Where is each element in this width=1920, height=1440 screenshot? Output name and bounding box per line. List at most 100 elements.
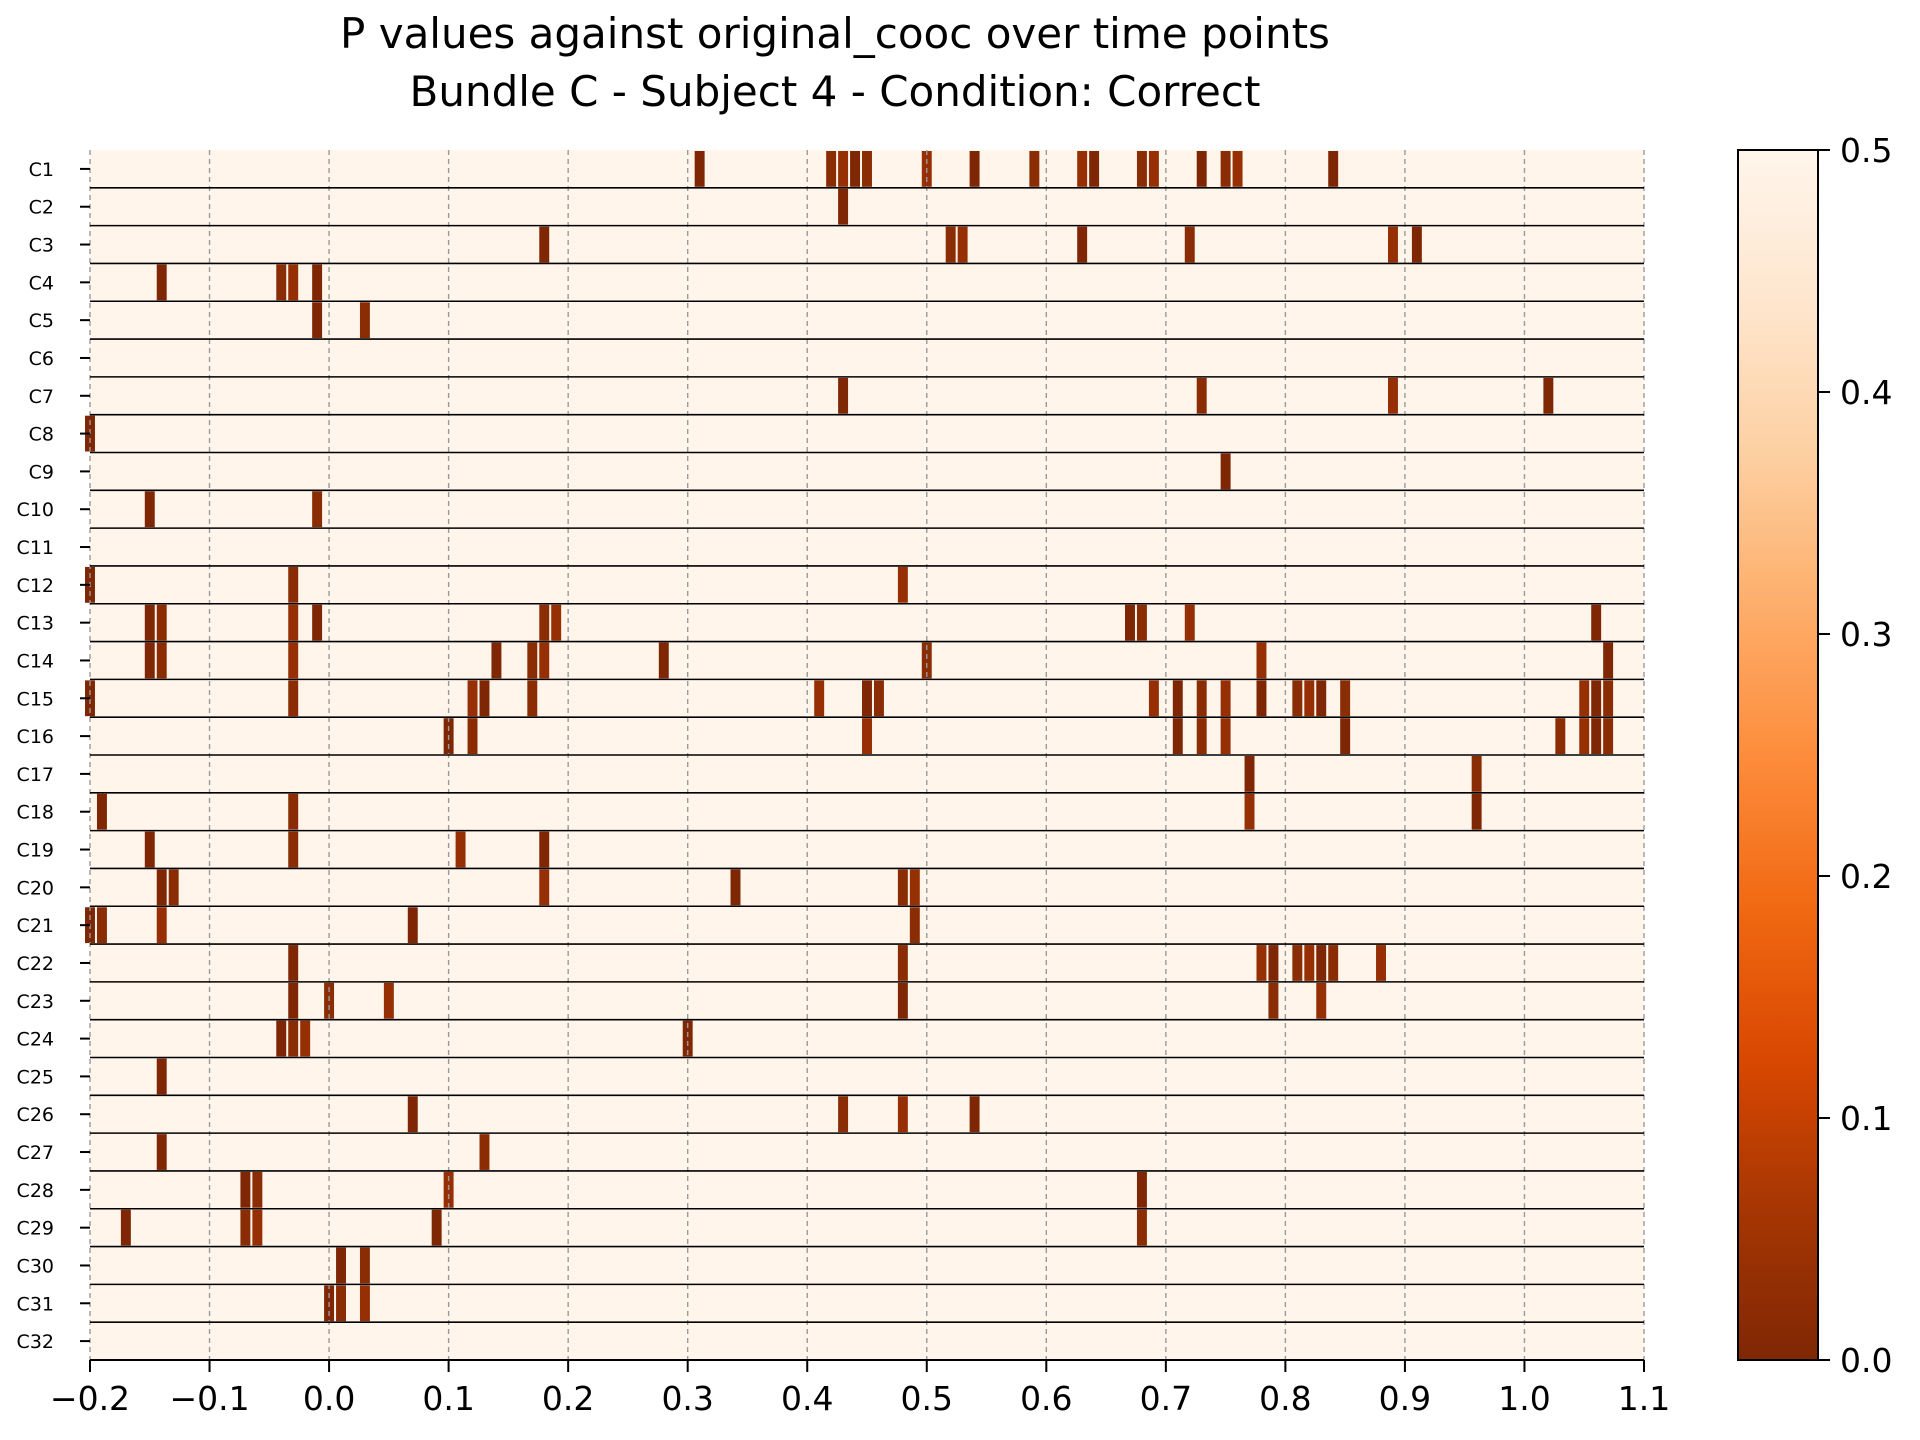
heatmap-cell-c3: [539, 226, 550, 263]
x-axis: −0.2 −0.1 0.0 0.1 0.2 0.3 0.4 0.5 0.6 0.7 0.8 0.9 1.…: [50, 1359, 1670, 1418]
heatmap-cell-c10: [144, 491, 155, 528]
y-axis: C1 C2 C3 C4 C5 C6 C7 C8 C9 C10 C11 C12 C13 C14 C15 C16 C…: [17, 159, 90, 1353]
heatmap-cell-c14: [1256, 642, 1267, 679]
y-tick-label: C27: [17, 1142, 54, 1164]
heatmap-cell-c16: [862, 718, 872, 754]
heatmap-cell-c3: [1411, 226, 1422, 263]
heatmap-cell-c15: [1292, 680, 1303, 717]
heatmap-cell-c4: [312, 264, 323, 301]
heatmap-cell-c18: [96, 793, 107, 830]
heatmap-cell-c27: [156, 1134, 167, 1170]
heatmap-cell-c18: [1244, 793, 1255, 830]
x-tick-label: −0.2: [50, 1379, 130, 1418]
heatmap-cell-c3: [1184, 226, 1195, 263]
y-tick-label: C3: [29, 235, 54, 257]
heatmap-cell-c15: [467, 680, 478, 717]
heatmap-cell-c17: [1244, 756, 1255, 792]
heatmap-cell-c1: [850, 151, 861, 187]
heatmap-cell-c12: [288, 566, 299, 603]
heatmap-cell-c16: [467, 718, 478, 754]
y-tick-label: C31: [17, 1293, 54, 1315]
heatmap-cell-c19: [455, 831, 466, 868]
heatmap-cell-c22: [288, 945, 299, 981]
heatmap-cell-c21: [909, 907, 920, 944]
heatmap-cell-c19: [144, 831, 155, 868]
heatmap-cell-c29: [1136, 1209, 1147, 1246]
heatmap-cell-c14: [156, 642, 167, 679]
y-tick-label: C10: [17, 499, 54, 521]
heatmap-cell-c7: [1387, 377, 1398, 414]
heatmap-cell-c15: [288, 680, 299, 717]
heatmap-cell-c3: [1387, 226, 1398, 263]
y-tick-label: C15: [17, 688, 54, 710]
heatmap-cell-c22: [1376, 945, 1386, 981]
heatmap-cell-c13: [156, 604, 167, 641]
colorbar-gradient: [1737, 149, 1819, 1361]
heatmap-cell-c21: [96, 907, 107, 944]
y-tick-label: C20: [17, 877, 54, 899]
heatmap-cell-c26: [838, 1096, 849, 1133]
y-tick-label: C29: [17, 1218, 54, 1240]
heatmap-cell-c1: [826, 151, 837, 187]
heatmap-cell-c7: [838, 377, 849, 414]
chart-title: P values against original_cooc over time…: [340, 9, 1330, 116]
heatmap-cell-c15: [1256, 680, 1267, 717]
y-tick-label: C30: [17, 1255, 54, 1277]
heatmap-cell-c13: [539, 604, 550, 641]
colorbar-tick-label: 0.3: [1840, 615, 1892, 654]
heatmap-cell-c22: [1292, 945, 1303, 981]
y-tick-label: C6: [29, 348, 54, 370]
x-tick-label: −0.1: [169, 1379, 249, 1418]
heatmap-cell-c25: [156, 1058, 167, 1095]
y-tick-label: C2: [29, 197, 54, 219]
y-tick-label: C7: [29, 386, 54, 408]
colorbar: 0.0 0.1 0.2 0.3 0.4 0.5: [1737, 131, 1892, 1380]
heatmap-cell-c15: [1304, 680, 1315, 717]
heatmap-cell-c15: [1148, 680, 1159, 717]
heatmap-cell-c20: [730, 869, 741, 906]
heatmap-cell-c18: [288, 793, 299, 830]
heatmap-cell-c16: [1603, 718, 1614, 754]
heatmap-cell-c1: [1220, 151, 1231, 187]
heatmap-cell-c14: [921, 642, 932, 679]
heatmap-cell-c15: [1316, 680, 1327, 717]
heatmap-cell-c26: [407, 1096, 418, 1133]
heatmap-cell-c20: [909, 869, 920, 906]
heatmap-cell-c1: [862, 151, 872, 187]
heatmap-cell-c31: [359, 1285, 370, 1322]
y-tick-label: C17: [17, 764, 54, 786]
heatmap-cell-c13: [1591, 604, 1602, 641]
y-tick-label: C14: [17, 650, 54, 672]
heatmap-cell-c15: [1591, 680, 1602, 717]
heatmap-cell-c20: [539, 869, 550, 906]
y-tick-label: C5: [29, 310, 54, 332]
heatmap-cell-c16: [1220, 718, 1231, 754]
heatmap-cell-c13: [1136, 604, 1147, 641]
heatmap-cell-c13: [312, 604, 323, 641]
colorbar-tick-label: 0.4: [1840, 373, 1892, 412]
heatmap-cell-c14: [658, 642, 669, 679]
heatmap-cell-c15: [527, 680, 538, 717]
heatmap-cell-c13: [551, 604, 562, 641]
heatmap-cell-c14: [527, 642, 538, 679]
heatmap-cell-c7: [1543, 377, 1554, 414]
heatmap-cell-c1: [1089, 151, 1100, 187]
heatmap-cell-c28: [252, 1171, 263, 1208]
heatmap-cell-c15: [1603, 680, 1614, 717]
x-tick-label: 0.5: [901, 1379, 953, 1418]
heatmap-cell-c15: [479, 680, 490, 717]
chart-title-line-1: P values against original_cooc over time…: [340, 9, 1330, 58]
heatmap-cell-c13: [1184, 604, 1195, 641]
heatmap-cell-c15: [1172, 680, 1183, 717]
heatmap-cell-c29: [240, 1209, 251, 1246]
heatmap-cell-c14: [491, 642, 502, 679]
x-tick-label: 0.0: [303, 1379, 355, 1418]
heatmap-cell-c24: [288, 1020, 299, 1057]
y-tick-label: C13: [17, 613, 54, 635]
heatmap-cell-c26: [897, 1096, 908, 1133]
heatmap-cell-c16: [1196, 718, 1207, 754]
heatmap-cell-c1: [1136, 151, 1147, 187]
heatmap-cell-c19: [539, 831, 550, 868]
x-tick-label: 0.9: [1379, 1379, 1431, 1418]
heatmap-cell-c23: [288, 982, 299, 1019]
